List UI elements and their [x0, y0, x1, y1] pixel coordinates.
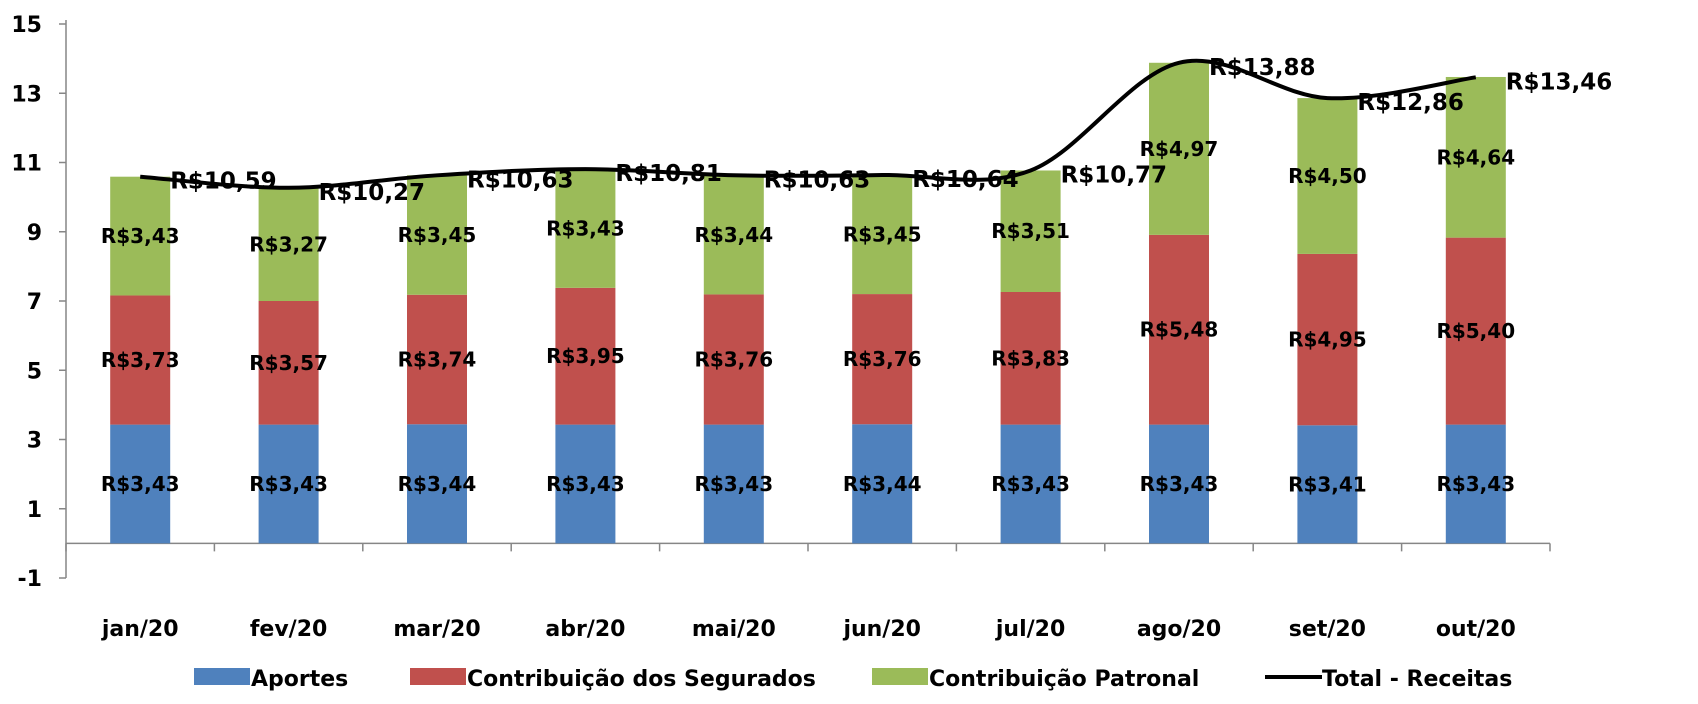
x-tick-label: set/20 [1289, 617, 1366, 642]
bar-data-label: R$4,50 [1288, 164, 1367, 188]
bar-segment [1297, 425, 1358, 544]
bar-segment [407, 175, 467, 295]
bar-data-label: R$3,43 [101, 224, 180, 248]
bar-data-label: R$3,43 [694, 472, 773, 496]
y-tick-label: 7 [27, 290, 42, 315]
total-data-label: R$10,77 [1061, 162, 1167, 188]
total-receitas-line [140, 58, 1477, 190]
bar-segment [852, 424, 913, 544]
bar-data-label: R$3,43 [101, 472, 180, 496]
legend-swatch [872, 668, 928, 685]
bar-segment [1297, 253, 1358, 426]
total-data-label: R$10,59 [170, 169, 276, 195]
bar-data-label: R$3,83 [991, 346, 1070, 370]
bar-data-label: R$4,64 [1436, 145, 1515, 169]
bar-segment [852, 174, 913, 295]
x-tick-label: jul/20 [995, 617, 1065, 642]
y-tick-label: 15 [11, 13, 42, 38]
bar-data-label: R$4,95 [1288, 328, 1367, 352]
y-tick-label: 5 [27, 359, 42, 384]
total-data-label: R$10,63 [467, 167, 573, 193]
x-tick-label: ago/20 [1137, 617, 1221, 642]
legend-label: Contribuição Patronal [929, 667, 1199, 692]
total-data-label: R$10,64 [912, 167, 1018, 193]
bar-data-label: R$3,41 [1288, 472, 1367, 496]
bar-segment [1000, 424, 1061, 544]
bar-data-label: R$3,43 [546, 216, 625, 240]
bar-data-label: R$3,45 [843, 222, 922, 246]
bar-segment [110, 176, 171, 296]
bar-data-label: R$3,45 [398, 223, 477, 247]
total-data-label: R$10,81 [615, 161, 721, 187]
total-data-label: R$13,88 [1209, 55, 1315, 81]
y-tick-label: 9 [27, 221, 42, 246]
legend-label: Contribuição dos Segurados [467, 667, 816, 692]
bar-data-label: R$3,76 [694, 348, 773, 372]
bar-data-label: R$3,57 [249, 351, 328, 375]
bar-segment [555, 169, 616, 288]
bar-segment [407, 294, 467, 425]
total-data-label: R$12,86 [1357, 90, 1463, 116]
bar-data-label: R$3,43 [546, 472, 625, 496]
bar-segment [852, 294, 913, 425]
bar-segment [703, 175, 764, 295]
bar-segment [110, 295, 171, 425]
x-tick-label: out/20 [1436, 617, 1516, 642]
x-tick-label: fev/20 [250, 617, 327, 642]
bar-segment [407, 424, 467, 544]
total-data-label: R$10,27 [319, 180, 425, 206]
bar-segment [1000, 170, 1061, 292]
bar-segment [1445, 76, 1506, 238]
bar-segment [555, 287, 616, 425]
bar-data-label: R$3,44 [694, 223, 773, 247]
y-tick-label: -1 [18, 567, 42, 592]
bar-data-label: R$5,48 [1140, 318, 1219, 342]
bar-segment [703, 424, 764, 544]
bar-segment [703, 294, 764, 425]
y-tick-label: 11 [11, 152, 42, 177]
bar-segment [1445, 424, 1506, 544]
legend-swatch [194, 668, 250, 685]
legend-label: Aportes [251, 667, 348, 692]
bar-segment [110, 424, 171, 544]
bar-data-label: R$3,43 [1436, 472, 1515, 496]
bar-segment [1297, 98, 1358, 254]
y-tick-label: 13 [11, 82, 42, 107]
bar-segment [555, 424, 616, 544]
y-tick-label: 3 [27, 429, 42, 454]
bar-segment [1445, 237, 1506, 425]
total-data-label: R$13,46 [1506, 69, 1612, 95]
bar-data-label: R$3,74 [398, 348, 477, 372]
bar-data-label: R$3,43 [249, 472, 328, 496]
bar-segment [1149, 62, 1209, 235]
bar-segment [258, 301, 319, 425]
bar-segment [1149, 234, 1209, 425]
x-tick-label: mai/20 [692, 617, 776, 642]
bar-data-label: R$3,51 [991, 219, 1070, 243]
bar-segment [1000, 291, 1061, 425]
bar-data-label: R$3,95 [546, 344, 625, 368]
bar-data-label: R$3,44 [843, 472, 922, 496]
bar-data-label: R$5,40 [1436, 319, 1515, 343]
bar-segment [1149, 424, 1209, 544]
x-tick-label: abr/20 [545, 617, 625, 642]
bar-segment [258, 187, 319, 301]
bar-data-label: R$3,73 [101, 348, 180, 372]
bar-segment [258, 424, 319, 544]
y-tick-label: 1 [27, 498, 42, 523]
total-data-label: R$10,63 [764, 167, 870, 193]
bar-data-label: R$3,43 [1140, 472, 1219, 496]
bar-data-label: R$4,97 [1140, 137, 1219, 161]
bar-data-label: R$3,43 [991, 472, 1070, 496]
legend-label: Total - Receitas [1322, 667, 1512, 692]
bar-data-label: R$3,44 [398, 472, 477, 496]
x-tick-label: jun/20 [842, 617, 921, 642]
bar-data-label: R$3,76 [843, 347, 922, 371]
x-tick-label: mar/20 [393, 617, 480, 642]
bar-data-label: R$3,27 [249, 232, 328, 256]
x-tick-label: jan/20 [101, 617, 179, 642]
legend-swatch [410, 668, 466, 685]
